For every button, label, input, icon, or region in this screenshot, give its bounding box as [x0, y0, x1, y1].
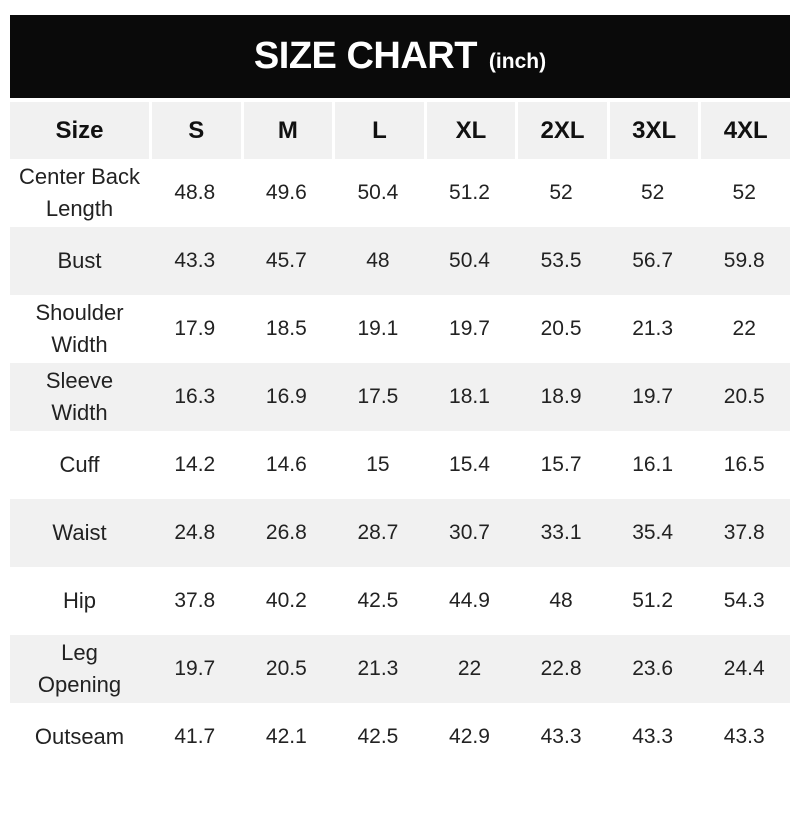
chart-title-line: SIZE CHART (inch): [254, 35, 546, 78]
value-cell: 23.6: [632, 656, 674, 680]
value-cell: 59.8: [723, 248, 765, 272]
chart-unit-label: (inch): [488, 50, 547, 73]
value-cell: 37.8: [723, 520, 765, 544]
table-row: Waist 24.8 26.8 28.7 30.7 33.1 35.4 37.8: [10, 499, 790, 567]
value-cell: 52: [549, 180, 573, 204]
value-cell: 33.1: [540, 520, 582, 544]
value-cell: 43.3: [632, 724, 674, 748]
value-cell: 21.3: [357, 656, 399, 680]
value-cell: 16.1: [632, 452, 674, 476]
value-cell: 14.6: [265, 452, 307, 476]
header-cell-4xl: 4XL: [698, 102, 790, 159]
size-table-header-row: Size S M L XL 2XL 3XL 4XL: [10, 102, 790, 159]
table-row: Leg Opening 19.7 20.5 21.3 22 22.8 23.6 24.4: [10, 635, 790, 703]
row-label: Bust: [57, 248, 102, 274]
value-cell: 52: [732, 180, 756, 204]
value-cell: 50.4: [449, 248, 490, 272]
value-cell: 15.4: [449, 452, 490, 476]
value-cell: 37.8: [174, 588, 216, 612]
value-cell: 48: [366, 248, 390, 272]
value-cell: 19.1: [357, 316, 399, 340]
header-cell-xl: XL: [423, 102, 516, 159]
value-cell: 42.5: [357, 724, 399, 748]
value-cell: 24.8: [174, 520, 216, 544]
row-label: Waist: [52, 520, 107, 546]
value-cell: 21.3: [632, 316, 674, 340]
row-label: Sleeve Width: [45, 368, 114, 425]
value-cell: 43.3: [723, 724, 765, 748]
value-cell: 43.3: [540, 724, 582, 748]
value-cell: 45.7: [265, 248, 307, 272]
table-row: Shoulder Width 17.9 18.5 19.1 19.7 20.5 21.3 22: [10, 295, 790, 363]
value-cell: 42.9: [449, 724, 490, 748]
table-row: Bust 43.3 45.7 48 50.4 53.5 56.7 59.8: [10, 227, 790, 295]
value-cell: 16.3: [174, 384, 216, 408]
value-cell: 30.7: [449, 520, 490, 544]
value-cell: 19.7: [632, 384, 674, 408]
row-label: Cuff: [59, 452, 100, 478]
value-cell: 19.7: [449, 316, 490, 340]
value-cell: 22: [732, 316, 756, 340]
value-cell: 24.4: [723, 656, 765, 680]
header-cell-2xl: 2XL: [515, 102, 607, 159]
value-cell: 53.5: [540, 248, 582, 272]
value-cell: 50.4: [357, 180, 399, 204]
table-row: Center Back Length 48.8 49.6 50.4 51.2 52 52 52: [10, 159, 790, 227]
value-cell: 19.7: [174, 656, 216, 680]
size-table: Size S M L XL 2XL 3XL 4XL Center Back Length 48.…: [10, 102, 790, 771]
value-cell: 18.5: [265, 316, 307, 340]
value-cell: 41.7: [174, 724, 216, 748]
value-cell: 44.9: [449, 588, 490, 612]
header-cell-size: Size: [10, 102, 149, 159]
value-cell: 42.5: [357, 588, 399, 612]
header-cell-l: L: [332, 102, 424, 159]
value-cell: 15: [366, 452, 390, 476]
value-cell: 43.3: [174, 248, 216, 272]
value-cell: 52: [640, 180, 665, 204]
value-cell: 48: [549, 588, 573, 612]
row-label: Outseam: [34, 724, 125, 750]
header-cell-m: M: [240, 102, 333, 159]
row-label: Leg Opening: [37, 640, 122, 697]
value-cell: 49.6: [265, 180, 307, 204]
table-row: Cuff 14.2 14.6 15 15.4 15.7 16.1 16.5: [10, 431, 790, 499]
value-cell: 15.7: [540, 452, 582, 476]
value-cell: 56.7: [632, 248, 674, 272]
value-cell: 16.9: [265, 384, 307, 408]
value-cell: 20.5: [723, 384, 765, 408]
size-table-body: Center Back Length 48.8 49.6 50.4 51.2 52 52 52…: [10, 159, 790, 771]
value-cell: 16.5: [723, 452, 765, 476]
value-cell: 28.7: [357, 520, 399, 544]
value-cell: 51.2: [632, 588, 674, 612]
size-chart-page: SIZE CHART (inch) Size S M L XL 2XL 3XL 4XL Cen…: [0, 15, 800, 815]
header-cell-s: S: [149, 102, 241, 159]
value-cell: 18.9: [540, 384, 582, 408]
value-cell: 18.1: [449, 384, 490, 408]
value-cell: 42.1: [265, 724, 307, 748]
value-cell: 22: [457, 656, 482, 680]
value-cell: 17.9: [174, 316, 216, 340]
chart-title-banner: SIZE CHART (inch): [10, 15, 790, 98]
row-label: Hip: [62, 588, 96, 614]
value-cell: 17.5: [357, 384, 399, 408]
value-cell: 40.2: [265, 588, 307, 612]
value-cell: 14.2: [174, 452, 216, 476]
value-cell: 20.5: [540, 316, 582, 340]
value-cell: 20.5: [265, 656, 307, 680]
value-cell: 26.8: [265, 520, 307, 544]
row-label: Center Back Length: [18, 164, 141, 221]
value-cell: 51.2: [449, 180, 490, 204]
table-row: Outseam 41.7 42.1 42.5 42.9 43.3 43.3 43.3: [10, 703, 790, 771]
chart-title: SIZE CHART: [253, 35, 478, 77]
value-cell: 54.3: [723, 588, 765, 612]
table-row: Sleeve Width 16.3 16.9 17.5 18.1 18.9 19.7 20.5: [10, 363, 790, 431]
header-cell-3xl: 3XL: [606, 102, 699, 159]
value-cell: 35.4: [632, 520, 674, 544]
value-cell: 48.8: [174, 180, 216, 204]
value-cell: 22.8: [540, 656, 582, 680]
row-label: Shoulder Width: [35, 300, 124, 357]
table-row: Hip 37.8 40.2 42.5 44.9 48 51.2 54.3: [10, 567, 790, 635]
